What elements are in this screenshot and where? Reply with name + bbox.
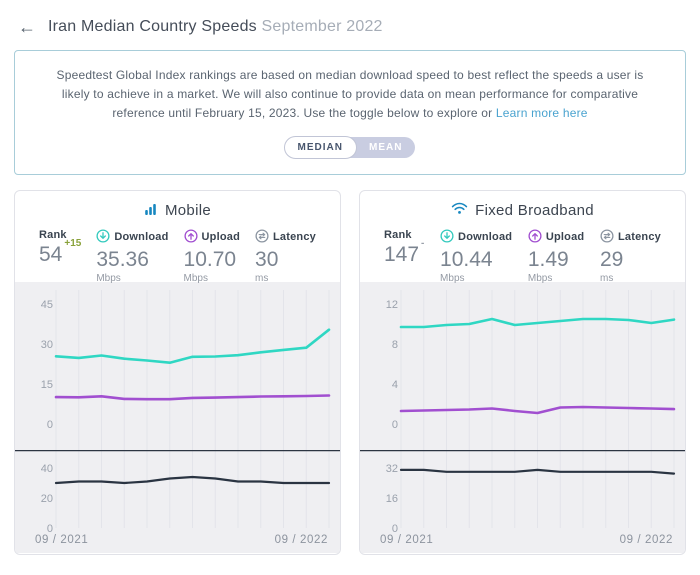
stat-label: Upload <box>545 231 585 244</box>
stat-label: Rank <box>39 228 67 241</box>
stat-upload: Upload 1.49 Mbps <box>527 229 585 284</box>
latency-circle-icon <box>600 229 614 246</box>
stat-label: Rank <box>384 228 412 241</box>
stat-unit: Mbps <box>96 272 121 284</box>
results-panels: Mobile Rank 54 +15 <box>14 189 686 555</box>
stat-rank: Rank 54 +15 <box>39 229 81 282</box>
mobile-speed-chart[interactable]: 45 30 15 0 <box>15 282 340 450</box>
stat-value: 10.44 <box>440 247 493 271</box>
fixed-charts: 12 8 4 0 32 16 0 09 / 2021 09 / 2022 <box>360 281 685 553</box>
mobile-latency-chart[interactable]: 40 20 0 09 / 2021 09 / 2022 <box>15 449 340 552</box>
mobile-charts: 45 30 15 0 40 20 0 09 / 2021 09 / 2022 <box>15 281 340 553</box>
stat-value: 29 <box>600 247 624 271</box>
svg-text:40: 40 <box>41 463 53 475</box>
stat-download: Download 35.36 Mbps <box>96 229 169 284</box>
toggle-option-mean[interactable]: MEAN <box>369 141 403 153</box>
stat-value: 10.70 <box>183 247 237 271</box>
mobile-panel: Mobile Rank 54 +15 <box>14 189 341 555</box>
stat-value: 30 <box>255 247 279 271</box>
learn-more-link[interactable]: Learn more here <box>495 106 588 121</box>
svg-text:15: 15 <box>41 379 53 391</box>
svg-text:09 / 2022: 09 / 2022 <box>275 534 328 546</box>
stat-label: Download <box>114 231 169 244</box>
notice-box: Speedtest Global Index rankings are base… <box>14 50 686 175</box>
svg-text:0: 0 <box>392 523 398 535</box>
stat-value: 35.36 <box>96 247 149 271</box>
stat-value: 1.49 <box>527 247 569 271</box>
stat-rank: Rank 147- <box>384 229 424 282</box>
back-arrow-icon[interactable]: ← <box>18 17 36 37</box>
svg-text:20: 20 <box>41 493 53 505</box>
notice-text-body: Speedtest Global Index rankings are base… <box>56 68 644 121</box>
download-circle-icon <box>440 229 454 246</box>
download-circle-icon <box>96 229 110 246</box>
svg-text:09 / 2021: 09 / 2021 <box>380 534 433 546</box>
page-title: Iran Median Country Speeds <box>48 18 257 35</box>
stat-unit: ms <box>255 272 269 284</box>
stat-value: 54 <box>39 242 63 266</box>
fixed-latency-chart[interactable]: 32 16 0 09 / 2021 09 / 2022 <box>360 449 685 552</box>
svg-text:0: 0 <box>392 419 398 431</box>
svg-text:0: 0 <box>47 523 53 535</box>
median-mean-toggle: MEDIAN MEAN <box>283 135 416 159</box>
fixed-panel-title: Fixed Broadband <box>360 199 685 223</box>
stat-value: 147 <box>384 242 420 266</box>
svg-text:4: 4 <box>392 379 398 391</box>
stat-unit: Mbps <box>527 272 553 284</box>
svg-text:09 / 2021: 09 / 2021 <box>35 534 88 546</box>
svg-text:12: 12 <box>386 299 398 311</box>
stat-latency: Latency 29 ms <box>600 229 661 284</box>
svg-text:32: 32 <box>386 463 398 475</box>
svg-text:09 / 2022: 09 / 2022 <box>620 534 673 546</box>
mobile-panel-title: Mobile <box>15 199 340 223</box>
stat-unit: ms <box>600 272 614 284</box>
stat-label: Latency <box>273 231 316 244</box>
panel-title-label: Mobile <box>165 202 211 220</box>
stat-download: Download 10.44 Mbps <box>440 229 513 284</box>
page-subtitle: September 2022 <box>261 18 383 35</box>
stat-upload: Upload 10.70 Mbps <box>183 229 240 284</box>
svg-text:16: 16 <box>386 493 398 505</box>
upload-circle-icon <box>528 229 542 246</box>
panel-title-label: Fixed Broadband <box>475 202 594 220</box>
toggle-option-median[interactable]: MEDIAN <box>283 135 357 159</box>
svg-text:30: 30 <box>41 339 53 351</box>
wifi-icon <box>451 202 468 219</box>
mobile-stats-row: Rank 54 +15 Download 35.36 <box>15 223 340 284</box>
stat-unit: Mbps <box>183 272 208 284</box>
stat-label: Upload <box>201 231 240 244</box>
svg-text:45: 45 <box>41 299 53 311</box>
page-header: ← Iran Median Country Speeds September 2… <box>18 18 686 36</box>
latency-circle-icon <box>255 229 269 246</box>
stat-label: Download <box>458 231 513 244</box>
rank-change-badge: - <box>421 237 425 249</box>
stat-latency: Latency 30 ms <box>255 229 316 284</box>
rank-change-badge: +15 <box>64 237 82 249</box>
fixed-broadband-panel: Fixed Broadband Rank 147- <box>359 189 686 555</box>
upload-circle-icon <box>183 229 198 246</box>
stat-unit: Mbps <box>440 272 465 284</box>
mobile-signal-bars-icon <box>144 202 158 220</box>
notice-text: Speedtest Global Index rankings are base… <box>41 66 659 124</box>
fixed-speed-chart[interactable]: 12 8 4 0 <box>360 282 685 450</box>
svg-text:0: 0 <box>47 419 53 431</box>
fixed-stats-row: Rank 147- Download 10.44 <box>360 223 685 284</box>
stat-label: Latency <box>618 231 661 244</box>
svg-text:8: 8 <box>392 339 398 351</box>
